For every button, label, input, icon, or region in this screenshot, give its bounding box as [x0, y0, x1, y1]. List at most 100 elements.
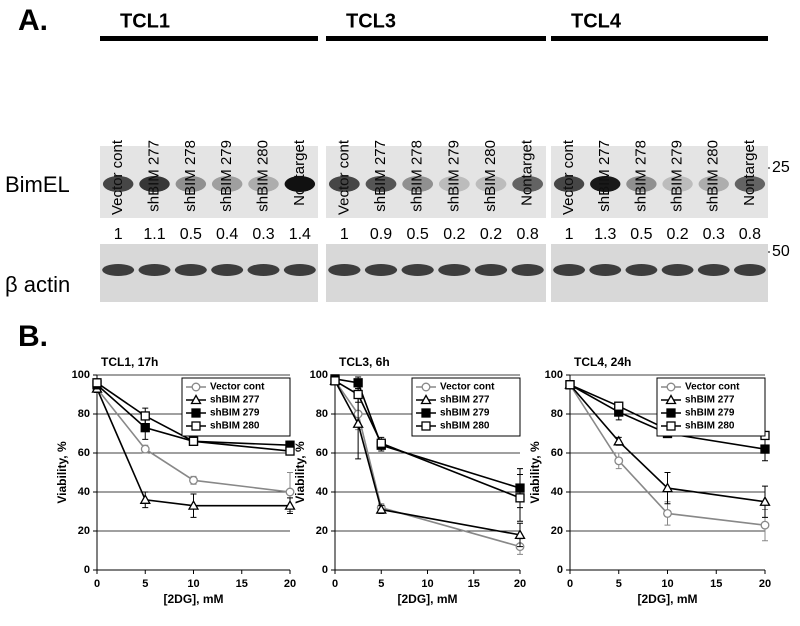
point [515, 493, 525, 503]
bim-band [175, 176, 207, 192]
group-label: TCL4 [571, 10, 622, 32]
densitometry: 0.2 [443, 226, 465, 243]
series-line [569, 384, 766, 503]
legend-marker [666, 408, 676, 418]
legend-marker [421, 382, 431, 392]
point [760, 444, 770, 454]
point [661, 482, 674, 493]
lane-label: shBIM 279 [445, 140, 462, 212]
densitometry: 1 [565, 226, 574, 243]
y-tick-label: 100 [310, 369, 328, 381]
lane-label: shBIM 278 [632, 140, 649, 212]
x-tick-label: 15 [468, 578, 480, 590]
bim-band [662, 176, 693, 192]
series-line [334, 380, 521, 536]
point [189, 475, 198, 485]
y-axis-label: Viability, % [55, 441, 69, 504]
lane-label: shBIM 280 [482, 140, 499, 212]
bim-band [402, 176, 434, 192]
x-tick-label: 20 [514, 578, 526, 590]
y-tick-label: 40 [551, 486, 563, 498]
y-tick-label: 20 [551, 525, 563, 537]
densitometry: 0.8 [739, 226, 761, 243]
y-tick-label: 0 [84, 564, 90, 576]
legend-marker [191, 421, 201, 431]
actin-band [174, 264, 207, 276]
actin-band [511, 264, 544, 276]
y-tick-label: 80 [316, 408, 328, 420]
blot-bim [551, 146, 768, 218]
lane-label: Nontarget [519, 139, 536, 206]
lane-label: shBIM 279 [218, 140, 235, 212]
blot-actin [551, 244, 768, 302]
y-tick-label: 80 [551, 408, 563, 420]
densitometry: 0.5 [180, 226, 202, 243]
point [140, 444, 150, 454]
lane-label: shBIM 277 [372, 140, 389, 212]
y-tick-label: 80 [78, 408, 90, 420]
legend-label: shBIM 277 [685, 395, 735, 406]
series-line [334, 380, 521, 548]
legend-label: shBIM 280 [210, 421, 260, 432]
bim-band [626, 176, 657, 192]
lane-label: shBIM 278 [409, 140, 426, 212]
x-tick-label: 5 [616, 578, 622, 590]
densitometry: 0.2 [666, 226, 688, 243]
legend-marker [190, 394, 202, 405]
y-tick-label: 40 [78, 486, 90, 498]
bim-band [553, 176, 585, 192]
actin-band [364, 264, 398, 276]
legend-label: shBIM 279 [685, 408, 735, 419]
x-axis-label: [2DG], mM [638, 592, 698, 606]
bim-band [102, 176, 134, 192]
y-tick-label: 60 [316, 447, 328, 459]
densitometry: 0.3 [703, 226, 725, 243]
x-tick-label: 10 [661, 578, 673, 590]
densitometry: 0.4 [216, 226, 238, 243]
point [376, 438, 386, 448]
point [565, 380, 575, 390]
lane-label: shBIM 280 [254, 140, 271, 212]
densitometry: 0.3 [252, 226, 274, 243]
lane-label: shBIM 279 [669, 140, 686, 212]
densitometry: 1 [114, 226, 123, 243]
point [760, 520, 770, 530]
actin-band [697, 264, 730, 276]
bim-band [698, 176, 729, 192]
size-marker: 50 [772, 243, 790, 260]
densitometry: 0.2 [480, 226, 502, 243]
row-label: β actin [5, 272, 70, 297]
point [759, 495, 771, 506]
lane-label: shBIM 277 [145, 140, 162, 212]
x-tick-label: 20 [284, 578, 296, 590]
point [613, 435, 625, 446]
x-tick-label: 0 [332, 578, 338, 590]
panel-label: B. [18, 320, 48, 353]
series-line [334, 378, 521, 489]
size-marker: 25 [772, 159, 790, 176]
actin-band [734, 264, 766, 276]
blot-bim [326, 146, 546, 218]
point [187, 499, 200, 510]
blot-actin [100, 244, 318, 302]
point [663, 509, 672, 518]
bim-band [139, 176, 170, 192]
actin-band [625, 264, 658, 276]
densitometry: 0.8 [517, 226, 539, 243]
series-line [334, 380, 521, 499]
lane-label: shBIM 278 [182, 140, 199, 212]
x-tick-label: 10 [187, 578, 199, 590]
panel-label: A. [18, 4, 48, 37]
series-line [569, 384, 766, 450]
legend-label: shBIM 280 [440, 421, 490, 432]
actin-band [474, 264, 508, 276]
row-label: BimEL [5, 172, 70, 197]
legend-label: shBIM 279 [440, 408, 490, 419]
point [140, 422, 150, 433]
bim-band [365, 176, 397, 192]
actin-band [328, 264, 361, 276]
blot-actin [326, 244, 546, 302]
y-tick-label: 40 [316, 486, 328, 498]
legend-label: Vector cont [440, 382, 495, 393]
